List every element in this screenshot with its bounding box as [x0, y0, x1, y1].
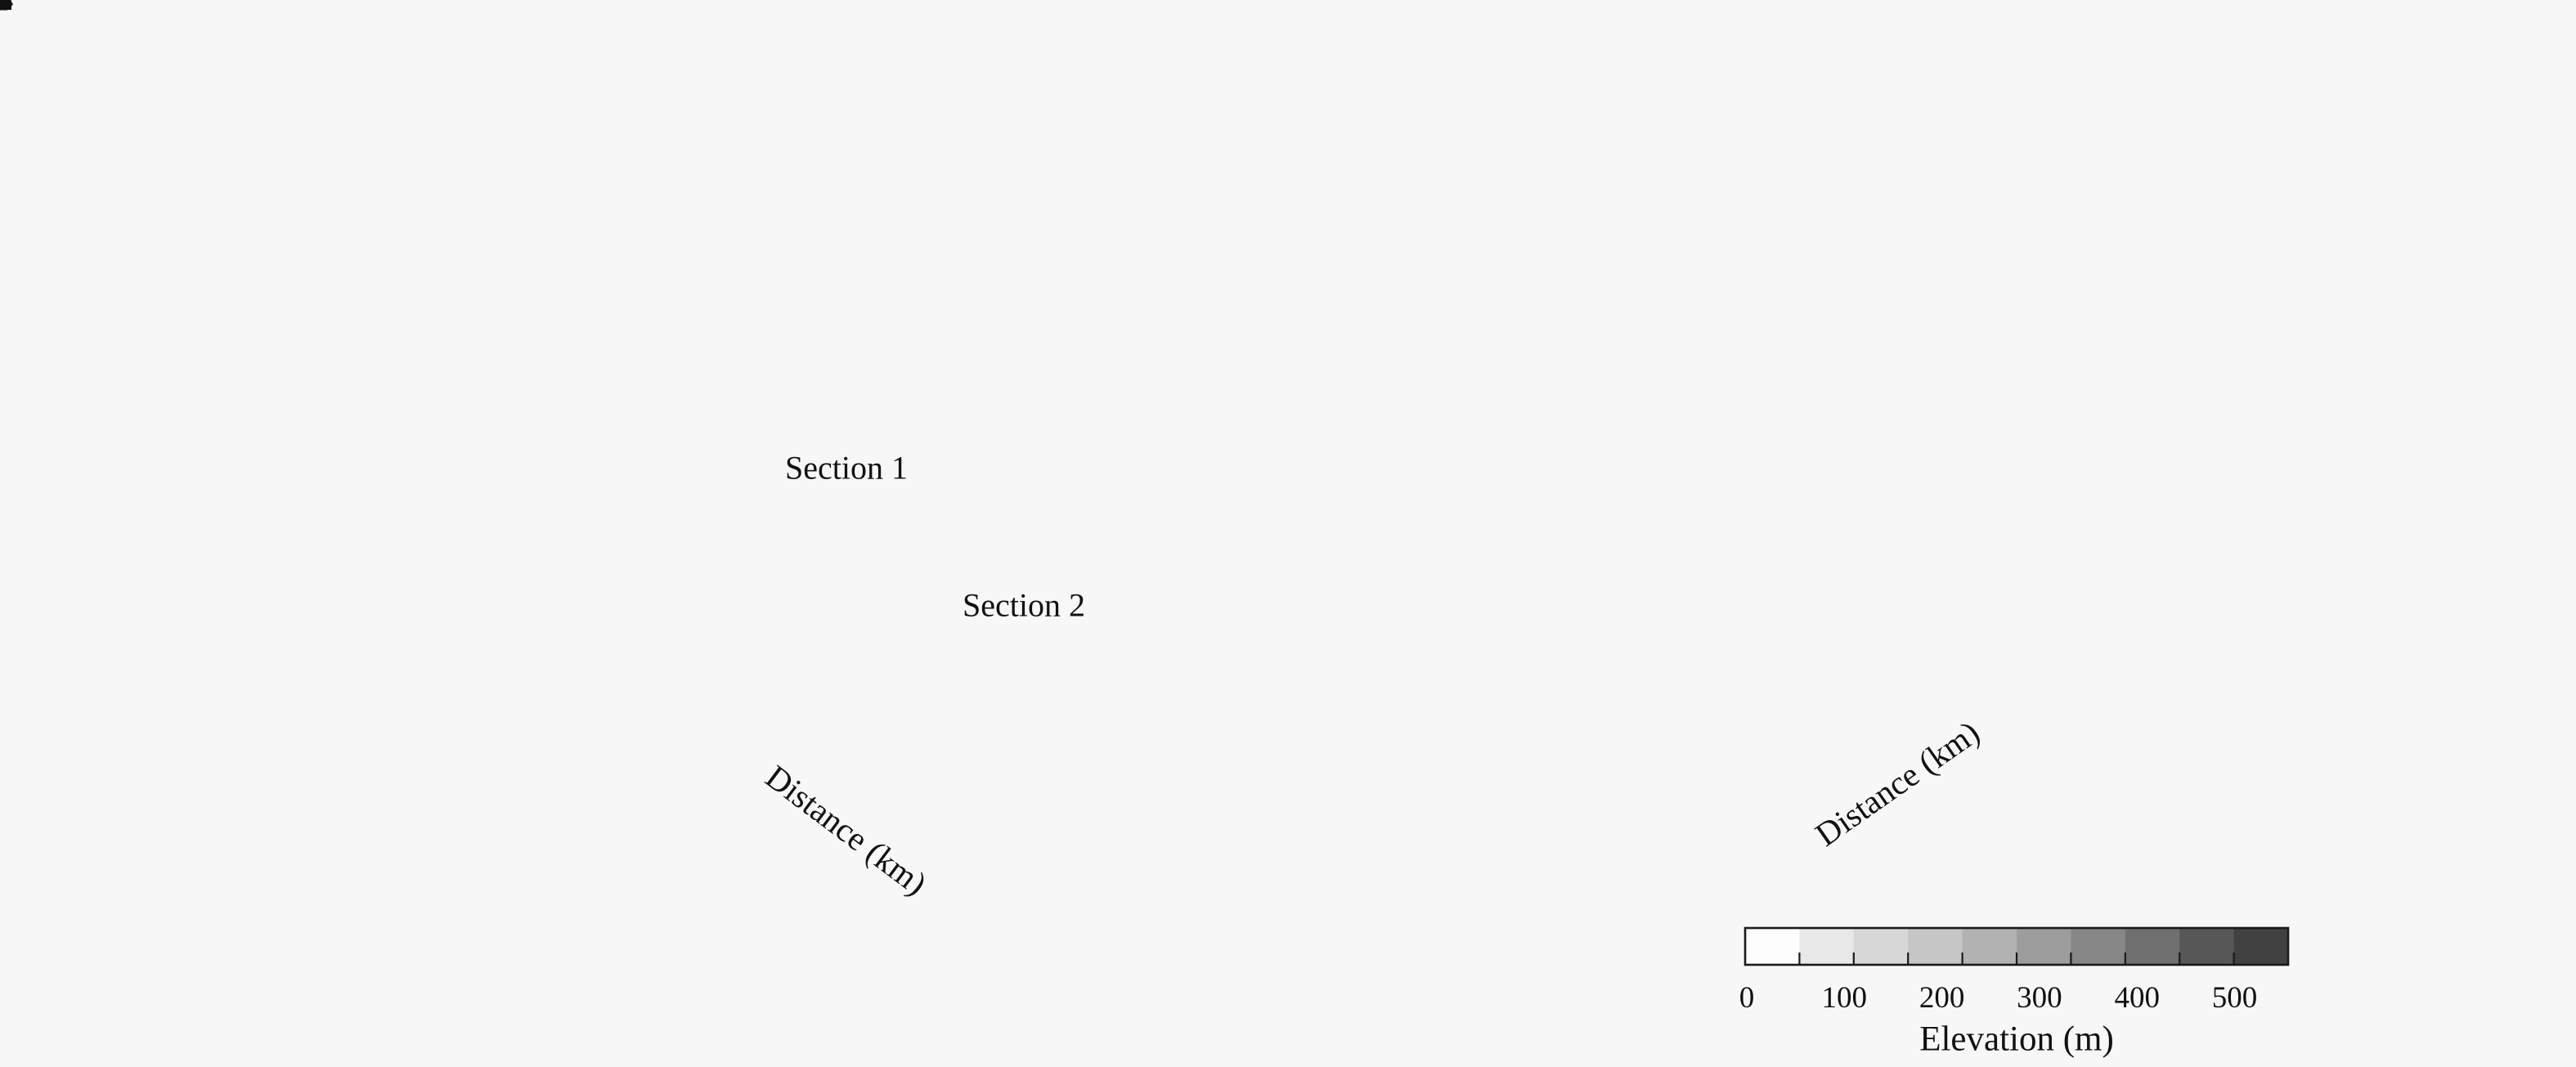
- svg-text:2: 2: [0, 0, 8, 17]
- svg-text:0: 0: [0, 0, 8, 17]
- svg-text:-4: -4: [0, 0, 13, 17]
- svg-text:-3: -3: [0, 0, 13, 17]
- svg-text:4: 4: [0, 0, 8, 17]
- svg-text:1: 1: [0, 0, 8, 17]
- svg-text:0: 0: [0, 0, 8, 17]
- svg-text:-2: -2: [0, 0, 13, 17]
- svg-text:3: 3: [0, 0, 8, 17]
- svg-text:0: 0: [0, 0, 8, 17]
- svg-text:-5: -5: [0, 0, 13, 17]
- svg-text:500: 500: [2212, 981, 2258, 1015]
- svg-text:-2: -2: [0, 0, 13, 17]
- svg-text:0: 0: [0, 0, 8, 17]
- svg-text:-4: -4: [0, 0, 13, 17]
- svg-text:3: 3: [0, 0, 8, 17]
- svg-text:-3: -3: [0, 0, 13, 17]
- svg-text:200: 200: [1919, 981, 1965, 1015]
- section-2-label: Section 2: [963, 586, 1085, 624]
- svg-text:300: 300: [2017, 981, 2062, 1015]
- svg-text:4: 4: [0, 0, 8, 17]
- svg-text:-5: -5: [0, 0, 13, 17]
- svg-text:5: 5: [0, 0, 8, 17]
- axis-tick-labels: -4-3-2-1012345543210-1-2-3-4-5543210-1-2…: [0, 0, 13, 17]
- svg-text:3: 3: [0, 0, 8, 17]
- svg-text:-4: -4: [0, 0, 13, 17]
- svg-text:2: 2: [0, 0, 8, 17]
- svg-text:4: 4: [0, 0, 8, 17]
- svg-text:100: 100: [1822, 981, 1868, 1015]
- svg-text:-3: -3: [0, 0, 13, 17]
- svg-text:400: 400: [2114, 981, 2160, 1015]
- svg-text:-4: -4: [0, 0, 13, 17]
- svg-text:-1: -1: [0, 0, 13, 17]
- svg-text:1: 1: [0, 0, 8, 17]
- svg-text:4: 4: [0, 0, 8, 17]
- svg-text:-1: -1: [0, 0, 13, 17]
- svg-text:-1: -1: [0, 0, 13, 17]
- svg-text:2: 2: [0, 0, 8, 17]
- svg-text:2: 2: [0, 0, 8, 17]
- svg-text:-5: -5: [0, 0, 13, 17]
- colorbar-title: Elevation (m): [1919, 1020, 2114, 1059]
- svg-text:5: 5: [0, 0, 8, 17]
- svg-text:-2: -2: [0, 0, 13, 17]
- svg-text:1: 1: [0, 0, 8, 17]
- svg-text:-2: -2: [0, 0, 13, 17]
- svg-text:1: 1: [0, 0, 8, 17]
- svg-text:-1: -1: [0, 0, 13, 17]
- colorbar: 0 100 200 300 400 500: [1739, 926, 2290, 1015]
- svg-text:0: 0: [1739, 981, 1755, 1015]
- svg-text:3: 3: [0, 0, 8, 17]
- section-1-label: Section 1: [785, 449, 908, 486]
- svg-text:-3: -3: [0, 0, 13, 17]
- svg-text:5: 5: [0, 0, 8, 17]
- svg-text:5: 5: [0, 0, 8, 17]
